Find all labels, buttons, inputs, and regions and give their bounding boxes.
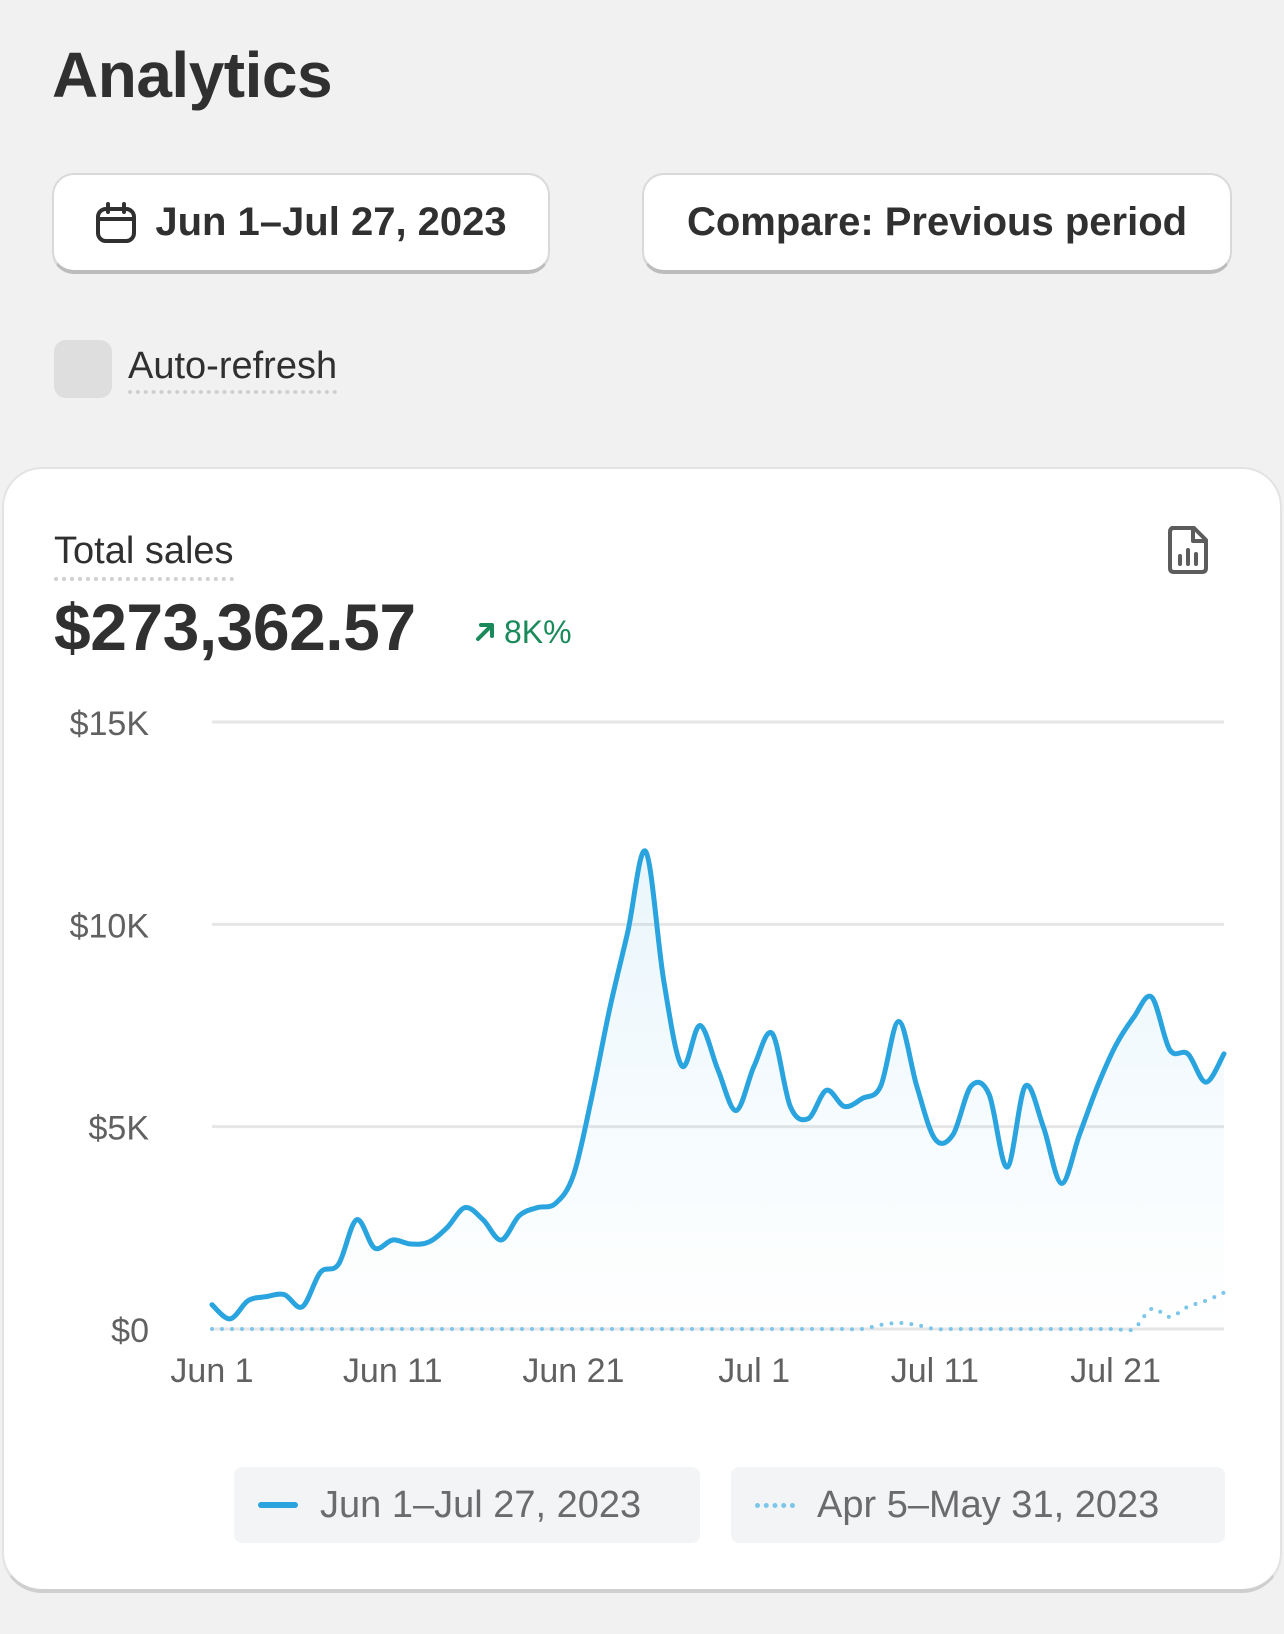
x-tick-label: Jul 21 — [1070, 1352, 1161, 1390]
y-tick-label: $15K — [70, 705, 150, 743]
date-range-button[interactable]: Jun 1–Jul 27, 2023 — [52, 173, 550, 274]
metric-change: 8K% — [474, 614, 572, 651]
legend-current-label: Jun 1–Jul 27, 2023 — [320, 1483, 642, 1526]
sales-chart: $0 $5K $10K $15K Jun 1 Jun 11 Jun 21 Jul 1 Jul 1… — [70, 705, 1227, 1390]
compare-button[interactable]: Compare: Previous period — [642, 173, 1232, 274]
dotted-line-swatch — [755, 1502, 795, 1508]
x-tick-label: Jun 11 — [343, 1352, 443, 1390]
x-tick-label: Jul 1 — [718, 1352, 790, 1390]
report-icon[interactable] — [1164, 524, 1212, 576]
arrow-up-right-icon — [474, 614, 496, 651]
calendar-icon — [95, 201, 137, 244]
date-range-label: Jun 1–Jul 27, 2023 — [155, 200, 507, 244]
total-sales-card: Total sales $273,362.57 8K% $0 $5K $10K $15… — [2, 467, 1282, 1593]
auto-refresh-checkbox[interactable] — [54, 340, 112, 398]
x-tick-label: Jun 1 — [170, 1352, 253, 1390]
x-tick-label: Jul 11 — [891, 1352, 979, 1390]
solid-line-swatch — [258, 1502, 298, 1508]
y-tick-label: $5K — [89, 1110, 150, 1148]
legend-previous-label: Apr 5–May 31, 2023 — [817, 1483, 1160, 1526]
y-tick-label: $0 — [111, 1312, 149, 1350]
metric-value: $273,362.57 — [54, 590, 416, 664]
y-tick-label: $10K — [70, 907, 150, 945]
series-line-current — [209, 848, 1227, 1322]
series-area-current — [212, 850, 1224, 1329]
x-tick-label: Jun 21 — [522, 1352, 624, 1390]
legend-item-current[interactable]: Jun 1–Jul 27, 2023 — [234, 1467, 700, 1543]
metric-change-value: 8K% — [504, 614, 572, 650]
auto-refresh-label[interactable]: Auto-refresh — [128, 344, 338, 394]
compare-label: Compare: Previous period — [686, 200, 1188, 244]
auto-refresh-row: Auto-refresh — [54, 340, 338, 398]
metric-label[interactable]: Total sales — [54, 529, 234, 581]
legend-item-previous[interactable]: Apr 5–May 31, 2023 — [731, 1467, 1225, 1543]
page-title: Analytics — [52, 39, 333, 111]
